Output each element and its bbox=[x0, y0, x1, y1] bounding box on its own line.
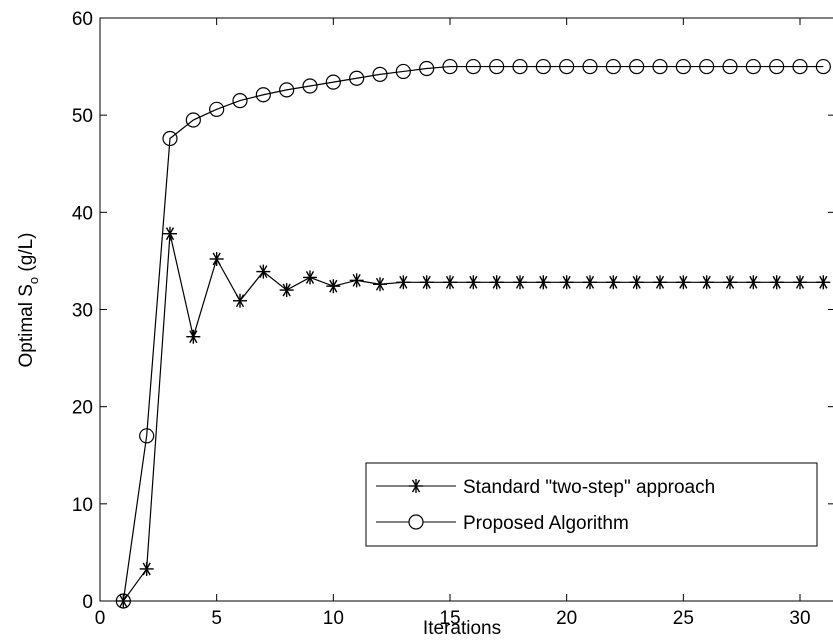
x-tick-labels: 0 5 10 15 20 25 30 bbox=[95, 608, 811, 629]
data-point-asterisk bbox=[723, 275, 737, 290]
data-point-circle bbox=[722, 58, 738, 75]
y-tick-label: 10 bbox=[72, 495, 93, 516]
data-point-circle bbox=[209, 101, 225, 117]
data-point-circle bbox=[232, 92, 248, 109]
y-tick-labels: 0 10 20 30 40 50 60 bbox=[72, 9, 93, 613]
legend-box bbox=[365, 462, 818, 547]
axis-ticks bbox=[99, 17, 833, 602]
legend-marker-circle bbox=[408, 514, 424, 530]
data-point-asterisk bbox=[163, 226, 177, 241]
y-axis-label-main: Optimal S bbox=[16, 284, 37, 367]
data-point-circle bbox=[769, 58, 785, 75]
data-point-circle bbox=[279, 82, 295, 98]
x-tick-label: 5 bbox=[211, 608, 222, 629]
data-point-circle bbox=[372, 66, 388, 82]
data-point-asterisk bbox=[699, 275, 714, 290]
data-point-circle bbox=[559, 58, 575, 75]
data-point-circle bbox=[629, 58, 645, 75]
data-point-circle bbox=[675, 58, 691, 75]
data-point-circle bbox=[325, 74, 341, 90]
y-tick-label: 60 bbox=[72, 9, 93, 30]
data-point-circle bbox=[489, 58, 505, 75]
data-point-asterisk bbox=[209, 251, 224, 266]
y-tick-label: 50 bbox=[72, 106, 93, 127]
data-point-asterisk bbox=[793, 275, 807, 290]
legend-label-standard: Standard "two-step" approach bbox=[463, 477, 715, 498]
data-point-asterisk bbox=[349, 273, 364, 288]
y-tick-label: 0 bbox=[82, 592, 93, 613]
data-point-asterisk bbox=[653, 275, 667, 290]
data-point-asterisk bbox=[769, 275, 784, 290]
data-point-circle bbox=[465, 58, 481, 75]
data-point-circle bbox=[792, 58, 808, 75]
data-point-circle bbox=[255, 87, 271, 103]
series-layer bbox=[115, 58, 831, 609]
data-point-circle bbox=[815, 58, 831, 75]
data-point-circle bbox=[185, 112, 201, 128]
data-point-asterisk bbox=[139, 561, 154, 576]
data-point-asterisk bbox=[629, 275, 644, 290]
data-point-asterisk bbox=[396, 275, 411, 290]
data-point-asterisk bbox=[326, 279, 341, 294]
data-point-circle bbox=[162, 130, 178, 147]
data-point-circle bbox=[395, 63, 411, 80]
data-point-circle bbox=[139, 428, 155, 444]
x-tick-label: 15 bbox=[439, 608, 460, 629]
series-line-1 bbox=[122, 65, 824, 602]
legend: Standard "two-step" approach Proposed Al… bbox=[365, 462, 818, 547]
data-point-asterisk bbox=[489, 275, 504, 290]
data-point-asterisk bbox=[606, 275, 621, 290]
y-tick-label: 20 bbox=[72, 398, 93, 419]
data-point-asterisk bbox=[303, 270, 317, 285]
data-point-asterisk bbox=[676, 275, 691, 290]
data-point-asterisk bbox=[373, 277, 387, 292]
data-point-circle bbox=[419, 60, 435, 77]
y-axis-label-subscript: o bbox=[26, 277, 41, 284]
data-point-asterisk bbox=[513, 275, 527, 290]
data-point-asterisk bbox=[443, 275, 457, 290]
data-point-asterisk bbox=[816, 275, 831, 290]
data-point-asterisk bbox=[419, 275, 434, 290]
legend-marker-asterisk bbox=[409, 479, 423, 493]
data-point-circle bbox=[745, 58, 761, 75]
y-axis-label-unit: (g/L) bbox=[16, 232, 37, 276]
x-tick-label: 10 bbox=[323, 608, 344, 629]
x-tick-label: 25 bbox=[673, 608, 694, 629]
data-point-asterisk bbox=[233, 293, 247, 308]
legend-label-proposed: Proposed Algorithm bbox=[463, 513, 629, 534]
x-tick-label: 0 bbox=[95, 608, 106, 629]
data-point-asterisk bbox=[746, 275, 761, 290]
data-point-circle bbox=[302, 78, 318, 94]
y-tick-label: 30 bbox=[72, 301, 93, 322]
data-point-circle bbox=[535, 58, 551, 75]
data-point-asterisk bbox=[256, 264, 271, 279]
data-point-asterisk bbox=[559, 275, 574, 290]
data-point-circle bbox=[442, 58, 458, 75]
data-point-circle bbox=[699, 58, 715, 75]
data-point-circle bbox=[605, 58, 621, 75]
data-point-circle bbox=[512, 58, 528, 75]
data-point-asterisk bbox=[186, 329, 201, 344]
x-axis-label: Iterations bbox=[423, 618, 501, 639]
y-axis-label: Optimal So (g/L) bbox=[16, 232, 41, 367]
y-tick-label: 40 bbox=[72, 203, 93, 224]
data-point-circle bbox=[349, 70, 365, 86]
data-point-asterisk bbox=[466, 275, 481, 290]
data-point-circle bbox=[582, 58, 598, 75]
x-tick-label: 20 bbox=[556, 608, 577, 629]
x-tick-label: 30 bbox=[789, 608, 810, 629]
data-point-asterisk bbox=[536, 275, 551, 290]
data-point-circle bbox=[115, 593, 131, 609]
data-point-asterisk bbox=[583, 275, 597, 290]
data-point-circle bbox=[652, 58, 668, 75]
data-point-asterisk bbox=[279, 283, 294, 298]
